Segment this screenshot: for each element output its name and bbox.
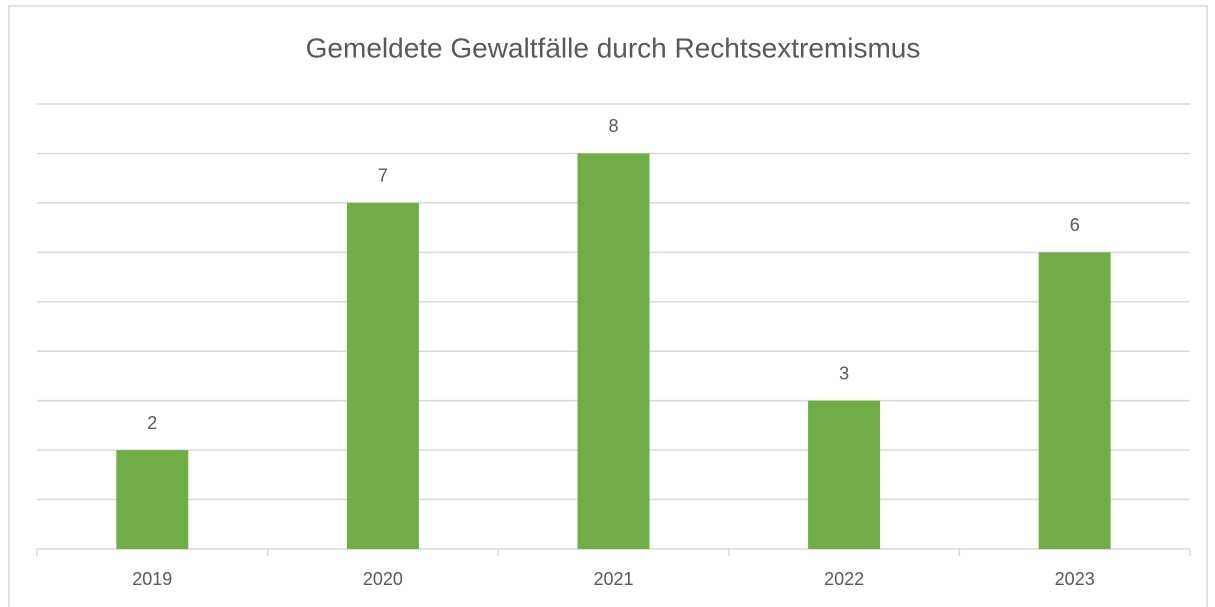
data-label: 6 <box>1070 215 1080 235</box>
data-label: 7 <box>378 166 388 186</box>
x-tick-label: 2019 <box>132 569 172 589</box>
bar <box>577 153 650 549</box>
bar <box>1038 252 1111 550</box>
data-label: 3 <box>839 363 849 383</box>
x-tick-label: 2022 <box>824 569 864 589</box>
x-tick-label: 2020 <box>363 569 403 589</box>
data-label: 8 <box>608 116 618 136</box>
bar <box>116 450 189 549</box>
bar <box>346 202 419 549</box>
data-label: 2 <box>147 413 157 433</box>
chart-title: Gemeldete Gewaltfälle durch Rechtsextrem… <box>306 32 921 63</box>
x-tick-label: 2021 <box>593 569 633 589</box>
bar <box>808 400 881 549</box>
x-tick-label: 2023 <box>1055 569 1095 589</box>
